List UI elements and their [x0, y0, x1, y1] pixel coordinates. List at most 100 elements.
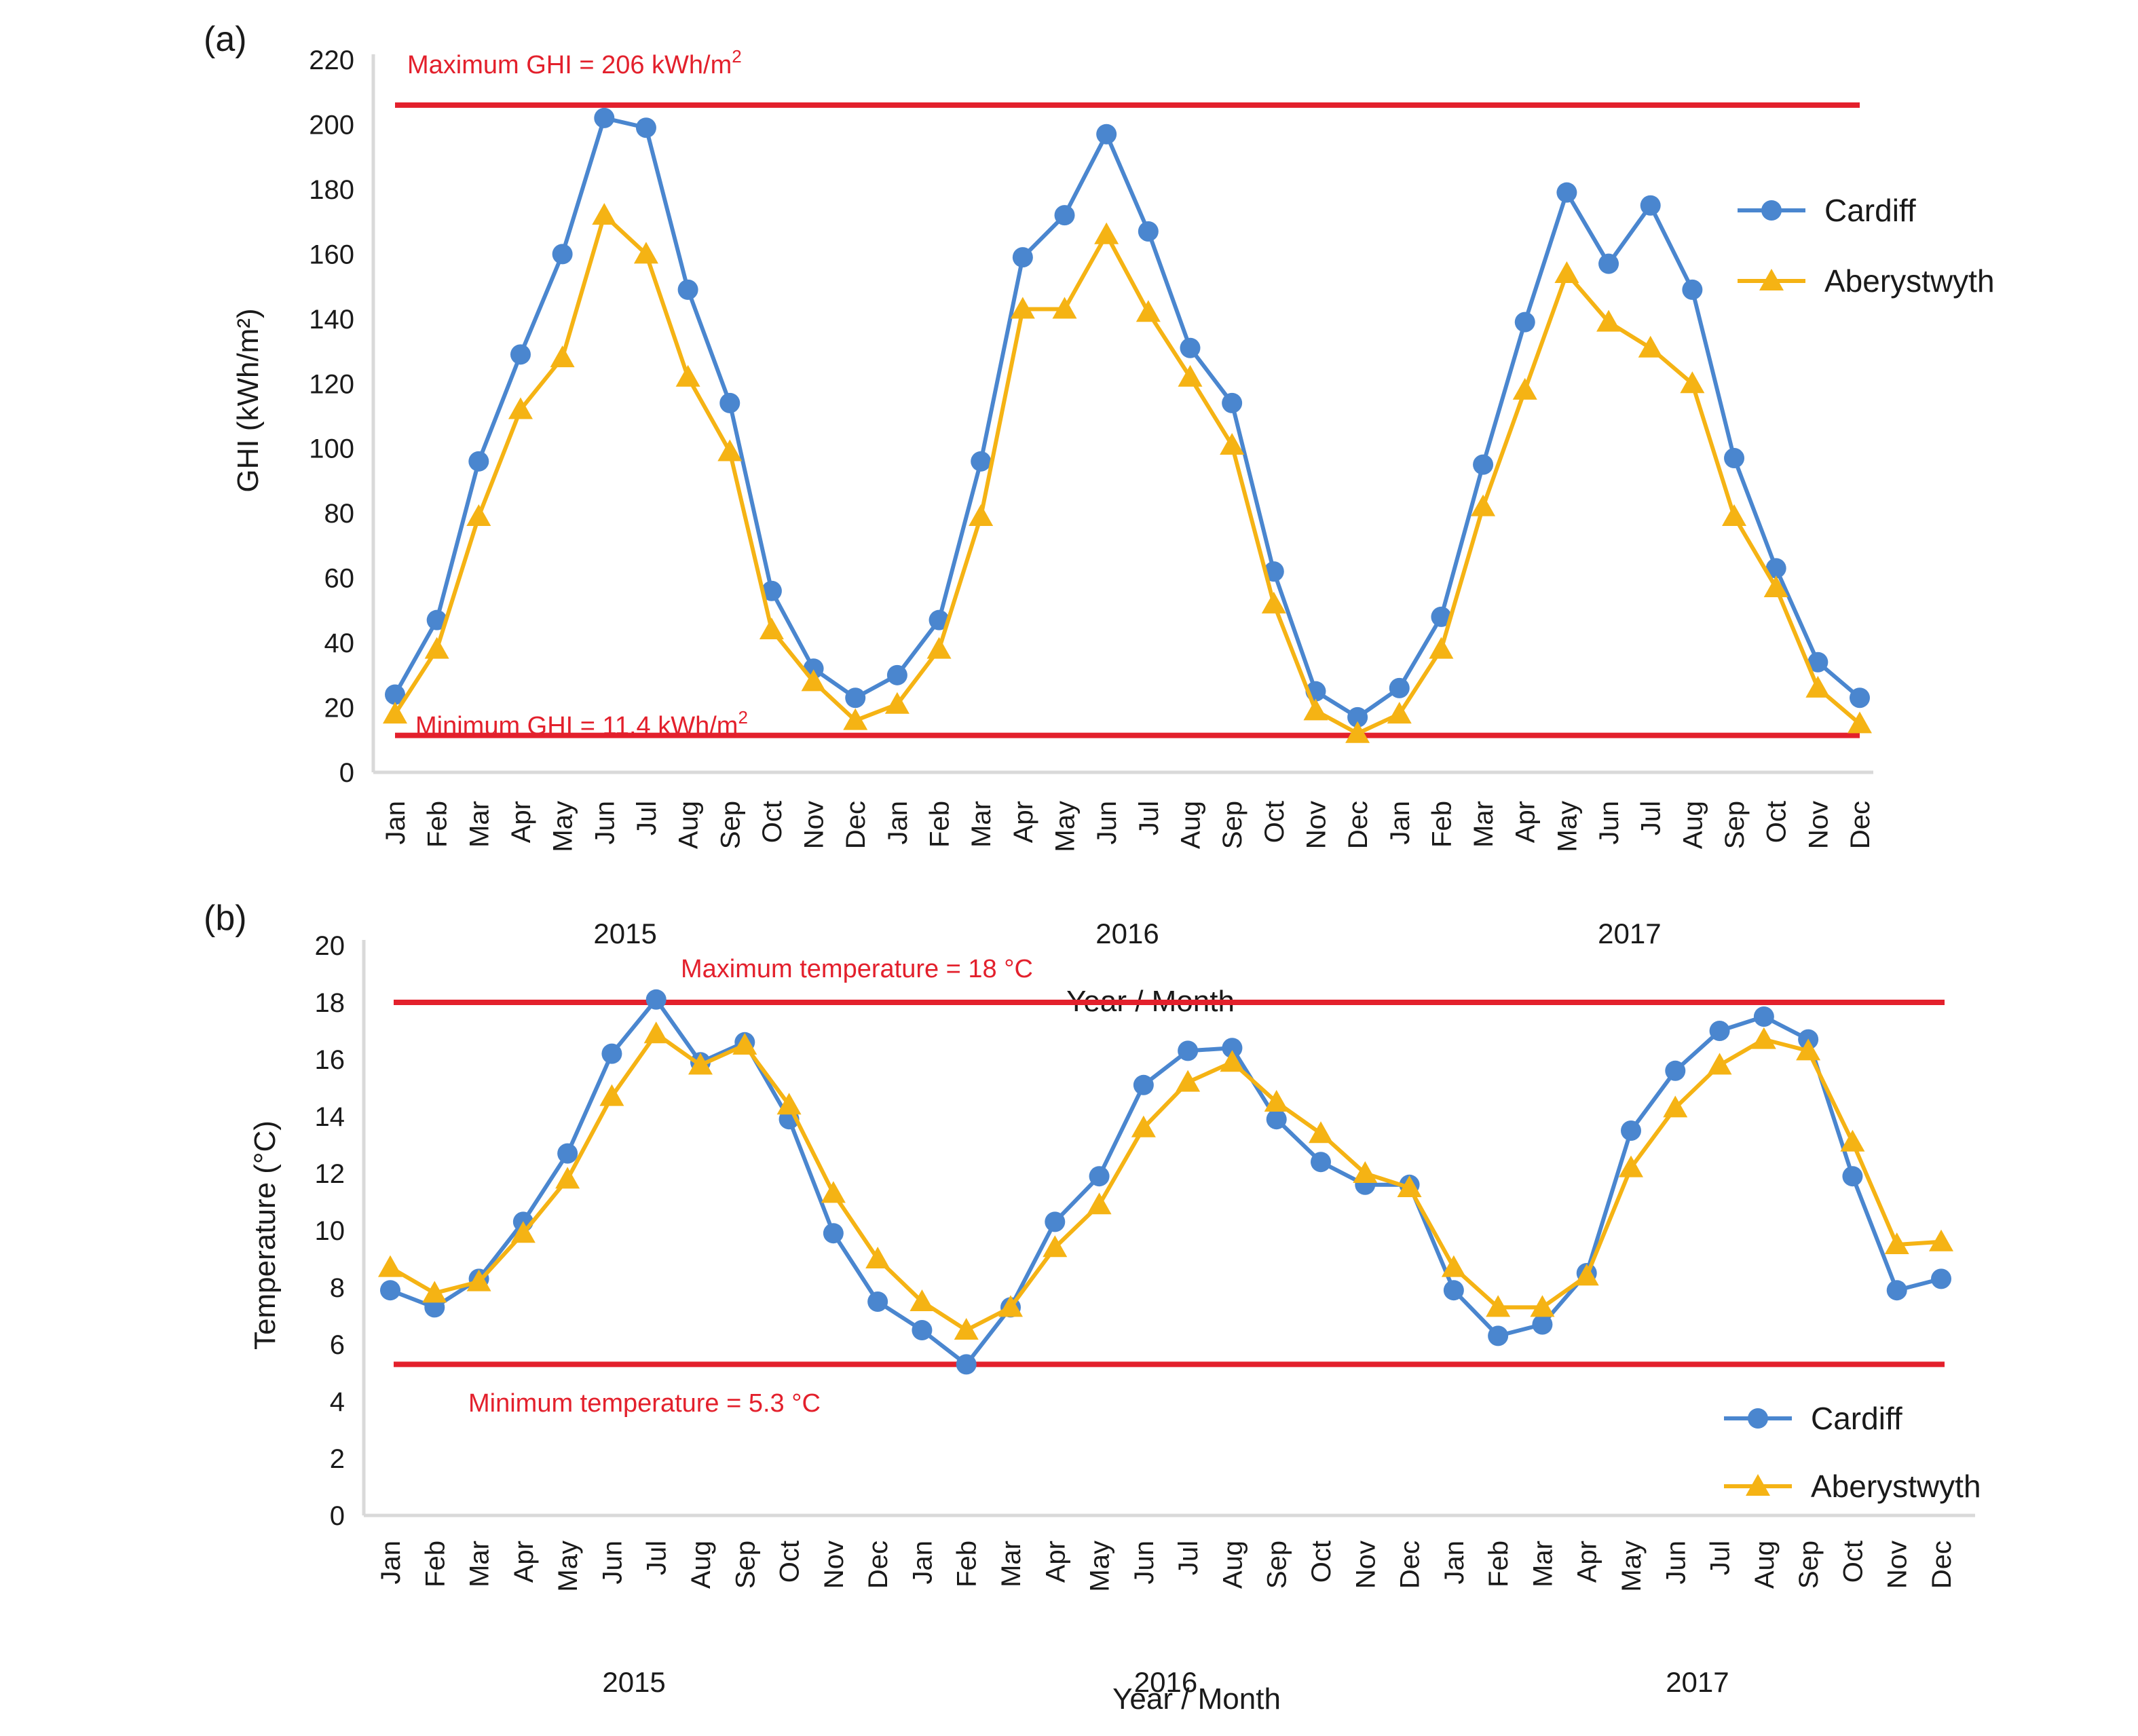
legend-marker-triangle-icon — [1759, 269, 1784, 290]
data-point-cardiff — [1389, 677, 1410, 698]
data-point-aberystwyth — [1387, 702, 1412, 724]
year-label: 2015 — [602, 1666, 665, 1698]
data-point-aberystwyth — [1596, 309, 1621, 332]
data-point-aberystwyth — [1574, 1264, 1599, 1286]
legend-label: Aberystwyth — [1824, 263, 1995, 299]
y-tick-label: 140 — [309, 305, 354, 335]
x-tick-label: Jun — [1129, 1541, 1159, 1585]
x-tick-label: Feb — [925, 801, 955, 848]
data-point-aberystwyth — [688, 1053, 713, 1075]
data-point-cardiff — [1682, 279, 1703, 300]
data-point-cardiff — [1138, 221, 1159, 242]
data-point-cardiff — [1133, 1074, 1154, 1095]
data-point-cardiff — [1347, 706, 1368, 728]
data-point-cardiff — [1311, 1152, 1331, 1173]
data-point-aberystwyth — [555, 1167, 580, 1189]
x-tick-label: Mar — [464, 801, 494, 848]
x-tick-label: Jan — [883, 801, 913, 845]
data-point-aberystwyth — [1722, 504, 1747, 526]
data-point-aberystwyth — [1680, 371, 1705, 394]
x-tick-label: Dec — [1927, 1541, 1957, 1589]
data-point-cardiff — [823, 1223, 844, 1244]
x-tick-label: Mar — [1469, 801, 1499, 848]
data-point-cardiff — [1488, 1325, 1509, 1346]
x-tick-label: Apr — [509, 1541, 539, 1583]
x-axis-title: Year / Month — [1112, 1682, 1281, 1716]
x-tick-label: May — [1051, 801, 1081, 852]
data-point-aberystwyth — [510, 1221, 536, 1243]
data-point-cardiff — [601, 1043, 622, 1064]
data-point-cardiff — [1724, 448, 1745, 469]
data-point-cardiff — [956, 1354, 977, 1375]
x-tick-label: Jul — [642, 1541, 672, 1575]
data-point-aberystwyth — [909, 1289, 935, 1311]
series-line-cardiff — [393, 115, 1861, 719]
reference-label-superscript: 2 — [738, 707, 747, 728]
x-tick-label: Sep — [730, 1541, 760, 1589]
y-tick-label: 120 — [309, 369, 354, 399]
x-tick-label: Sep — [1218, 801, 1248, 849]
data-point-cardiff — [635, 117, 656, 138]
data-point-aberystwyth — [1486, 1295, 1511, 1317]
min-reference-label: Minimum temperature = 5.3 °C — [468, 1389, 821, 1418]
y-tick-label: 200 — [309, 110, 354, 140]
data-point-cardiff — [971, 451, 992, 472]
x-tick-label: Jan — [907, 1541, 937, 1585]
x-tick-label: Oct — [1762, 801, 1792, 843]
data-point-aberystwyth — [717, 439, 743, 461]
x-tick-label: Jun — [1092, 801, 1122, 845]
data-point-aberystwyth — [1441, 1255, 1466, 1277]
y-tick-label: 40 — [324, 628, 355, 658]
data-point-aberystwyth — [759, 618, 784, 639]
data-point-cardiff — [510, 344, 531, 365]
x-tick-label: Jul — [1174, 1541, 1203, 1575]
panel-label: (a) — [204, 20, 247, 59]
min-reference-label: Minimum GHI = 11.4 kWh/m2 — [415, 707, 748, 740]
data-point-cardiff — [1180, 337, 1201, 358]
year-label: 2017 — [1598, 918, 1661, 949]
data-point-aberystwyth — [1530, 1295, 1555, 1317]
data-point-cardiff — [845, 687, 866, 709]
data-point-aberystwyth — [1884, 1232, 1909, 1254]
data-point-cardiff — [1054, 205, 1075, 226]
x-tick-label: Aug — [1750, 1541, 1780, 1589]
y-tick-label: 160 — [309, 240, 354, 269]
data-point-aberystwyth — [1220, 432, 1245, 455]
data-point-cardiff — [719, 392, 740, 413]
data-point-cardiff — [1556, 182, 1577, 203]
data-point-aberystwyth — [1512, 377, 1537, 400]
data-point-aberystwyth — [1094, 222, 1119, 244]
x-tick-label: Mar — [1528, 1541, 1558, 1587]
y-tick-label: 80 — [324, 499, 355, 529]
data-point-aberystwyth — [633, 242, 658, 264]
y-tick-label: 14 — [315, 1102, 345, 1132]
data-point-cardiff — [761, 580, 782, 601]
data-point-aberystwyth — [801, 669, 826, 692]
x-tick-label: Jun — [590, 801, 620, 845]
y-tick-label: 16 — [315, 1045, 345, 1075]
data-point-aberystwyth — [1663, 1095, 1688, 1118]
data-point-cardiff — [1045, 1211, 1066, 1232]
data-point-cardiff — [645, 989, 667, 1010]
legend-label: Cardiff — [1811, 1401, 1902, 1436]
data-point-cardiff — [1514, 312, 1535, 333]
data-point-aberystwyth — [1220, 1050, 1245, 1072]
data-point-aberystwyth — [1303, 698, 1328, 721]
data-point-cardiff — [1765, 558, 1786, 579]
data-point-aberystwyth — [1796, 1038, 1821, 1061]
y-tick-label: 20 — [315, 931, 345, 961]
year-label: 2016 — [1095, 918, 1159, 949]
series-cardiff — [380, 989, 1951, 1375]
data-point-aberystwyth — [1309, 1121, 1333, 1144]
x-tick-label: Aug — [1176, 801, 1205, 849]
data-point-cardiff — [557, 1143, 578, 1164]
x-tick-label: Jan — [376, 1541, 406, 1585]
data-point-aberystwyth — [599, 1084, 624, 1106]
x-tick-label: Aug — [1218, 1541, 1248, 1589]
data-point-aberystwyth — [424, 637, 449, 659]
x-tick-label: May — [548, 801, 578, 852]
data-point-cardiff — [1012, 247, 1033, 268]
data-point-aberystwyth — [1043, 1235, 1068, 1258]
y-tick-label: 0 — [339, 758, 354, 788]
data-point-aberystwyth — [1429, 637, 1454, 659]
